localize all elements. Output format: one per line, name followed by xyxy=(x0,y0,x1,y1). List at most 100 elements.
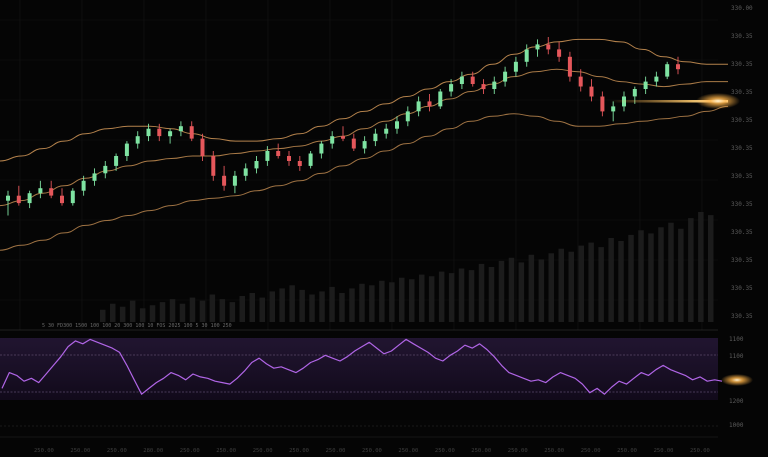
time-axis-label: 250.00 xyxy=(326,448,346,454)
time-axis-label: 250.00 xyxy=(654,448,674,454)
middle-band-line xyxy=(0,68,728,207)
candle-body xyxy=(600,96,605,112)
volume-bar xyxy=(409,279,415,322)
candle-body xyxy=(330,136,335,144)
volume-bar xyxy=(558,248,564,322)
candle-body xyxy=(243,168,248,176)
volume-bar xyxy=(638,230,644,322)
volume-bar xyxy=(129,300,136,322)
candle-body xyxy=(92,173,97,181)
time-axis-label: 250.00 xyxy=(289,448,309,454)
volume-bar xyxy=(329,286,335,322)
price-axis-label: 330.35 xyxy=(731,201,753,208)
candle-body xyxy=(427,101,432,107)
candle-body xyxy=(146,128,151,137)
volume-bar xyxy=(518,262,525,322)
volume-bar xyxy=(478,263,485,322)
candle-body xyxy=(492,81,497,89)
volume-bar xyxy=(339,293,345,322)
volume-bar xyxy=(269,291,275,322)
candle-body xyxy=(276,151,281,156)
volume-bar xyxy=(319,291,325,322)
candle-body xyxy=(114,156,119,166)
volume-bar xyxy=(438,271,445,322)
candle-body xyxy=(611,106,616,112)
volume-bar xyxy=(399,277,405,322)
candle-body xyxy=(60,195,64,204)
candle-body xyxy=(319,143,324,154)
candle-body xyxy=(232,175,237,186)
volume-bar xyxy=(199,300,206,322)
volume-bar xyxy=(259,297,265,322)
oscillator-panel: 1100 1100 1200 1000 xyxy=(0,336,753,438)
volume-bar xyxy=(588,242,594,322)
time-axis-label: 250.00 xyxy=(107,448,127,454)
volume-bar xyxy=(428,276,435,322)
candle-body xyxy=(395,121,399,129)
volume-bar xyxy=(309,294,315,322)
lower-band-line xyxy=(0,105,729,251)
candle-body xyxy=(676,64,680,70)
volume-bar xyxy=(618,241,624,322)
volume-bar xyxy=(349,288,355,322)
price-axis-label: 330.35 xyxy=(731,33,753,40)
volume-bar xyxy=(668,222,674,322)
volume-bar xyxy=(458,268,465,322)
candle-body xyxy=(308,153,313,166)
volume-bar xyxy=(139,308,146,323)
candle-body xyxy=(211,156,216,176)
volume-bar xyxy=(688,218,694,322)
volume-bar xyxy=(279,288,285,322)
candle-body xyxy=(557,49,562,57)
candle-body xyxy=(589,86,594,97)
candle-body xyxy=(665,64,670,77)
bottom-axis: 250.00 250.00 250.00 280.00 250.00 250.00 250.… xyxy=(34,448,710,454)
candle-body xyxy=(535,44,540,50)
volume-bar xyxy=(628,234,634,322)
oscillator-axis-label: 1100 xyxy=(729,353,744,360)
price-glow xyxy=(610,93,740,109)
envelope-bands xyxy=(0,38,729,251)
volume-bar xyxy=(229,302,236,322)
time-axis-label: 250.00 xyxy=(180,448,200,454)
volume-bar xyxy=(119,306,126,322)
volume-bar xyxy=(598,247,604,322)
candle-body xyxy=(481,84,486,90)
volume-bars xyxy=(100,212,714,323)
volume-bar xyxy=(169,299,176,322)
candle-body xyxy=(16,195,21,204)
time-axis-label: 250.00 xyxy=(362,448,382,454)
time-axis-label: 250.00 xyxy=(581,448,601,454)
candle-body xyxy=(459,76,464,84)
candle-body xyxy=(6,195,10,201)
price-axis-label: 330.35 xyxy=(731,285,753,292)
candle-body xyxy=(297,161,302,166)
volume-bar xyxy=(299,289,305,322)
volume-bar xyxy=(608,238,614,322)
candle-body xyxy=(405,111,410,122)
volume-bar xyxy=(159,302,166,322)
candle-body xyxy=(524,49,529,62)
candle-body xyxy=(503,71,508,82)
candle-body xyxy=(341,136,345,139)
price-axis-label: 330.35 xyxy=(731,257,753,264)
candlesticks xyxy=(6,37,680,216)
oscillator-glow-spot xyxy=(721,374,753,386)
volume-bar xyxy=(488,267,495,322)
candle-body xyxy=(513,61,518,72)
volume-bar xyxy=(189,297,196,322)
price-glow-streak xyxy=(610,100,728,103)
price-axis-label: 330.00 xyxy=(731,5,753,12)
volume-bar xyxy=(658,227,664,322)
time-axis-label: 250.00 xyxy=(70,448,90,454)
candle-body xyxy=(578,76,583,87)
volume-bar xyxy=(448,273,455,322)
volume-bar xyxy=(389,282,395,322)
candle-body xyxy=(265,151,270,161)
candle-body xyxy=(189,126,194,139)
volume-bar xyxy=(219,299,226,322)
oscillator-axis-label: 1100 xyxy=(729,336,744,343)
volume-bar xyxy=(698,212,704,322)
candle-body xyxy=(178,126,183,132)
